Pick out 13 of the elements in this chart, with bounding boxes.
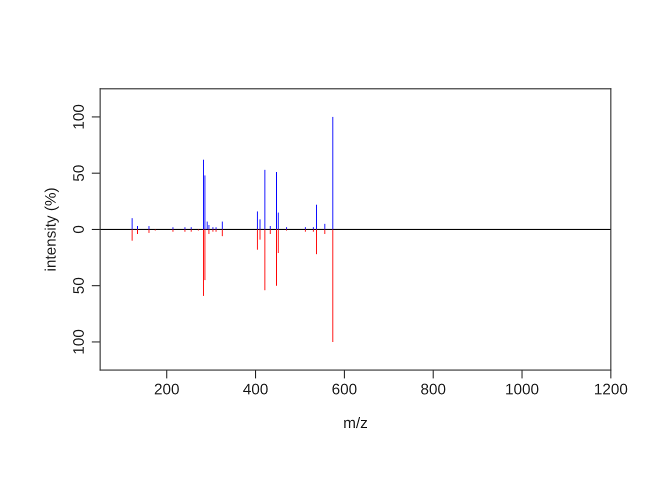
y-tick-label: 100 xyxy=(73,330,84,354)
x-tick-label: 800 xyxy=(421,384,446,394)
x-tick-label: 400 xyxy=(243,384,268,394)
x-tick-label: 1200 xyxy=(595,384,628,394)
y-tick-label: 50 xyxy=(73,165,84,182)
x-tick-label: 600 xyxy=(332,384,357,394)
y-tick-label: 100 xyxy=(73,104,84,129)
x-tick-label: 200 xyxy=(154,384,179,394)
x-axis-title: m/z xyxy=(344,416,368,428)
y-tick-label: 50 xyxy=(73,278,84,294)
y-tick-label: 0 xyxy=(73,226,84,234)
y-axis-title: intensity (%) xyxy=(44,188,59,270)
x-tick-label: 1000 xyxy=(506,384,538,394)
